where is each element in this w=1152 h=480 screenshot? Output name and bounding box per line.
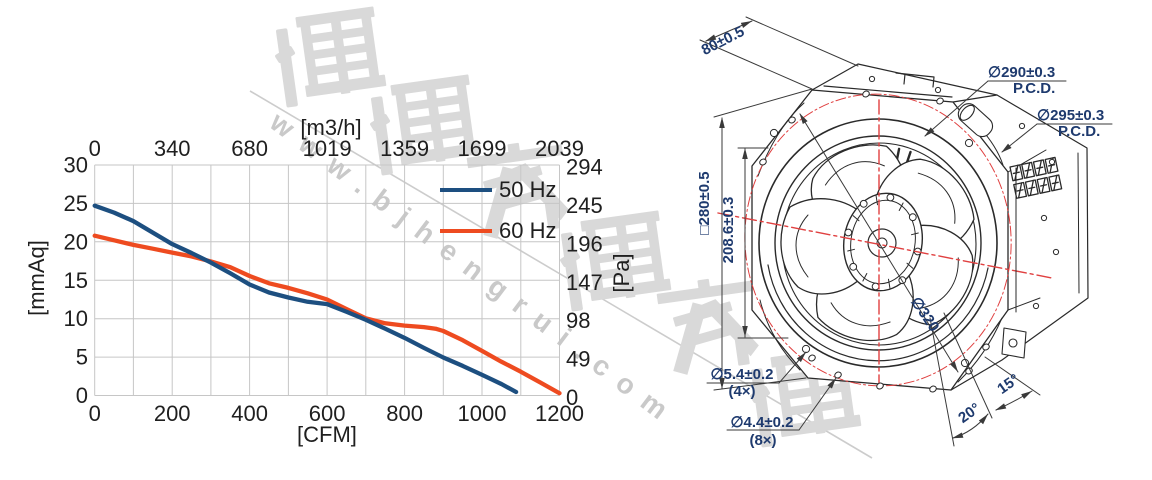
- svg-text:0: 0: [89, 401, 101, 426]
- svg-text:340: 340: [154, 136, 191, 161]
- svg-text:60 Hz: 60 Hz: [499, 218, 556, 243]
- svg-text:P.C.D.: P.C.D.: [1013, 80, 1055, 97]
- svg-text:400: 400: [231, 401, 268, 426]
- svg-text:[mmAq]: [mmAq]: [24, 240, 49, 316]
- svg-text:147: 147: [566, 270, 603, 295]
- svg-text:[Pa]: [Pa]: [609, 253, 634, 292]
- svg-text:1359: 1359: [380, 136, 429, 161]
- svg-text:1000: 1000: [458, 401, 507, 426]
- svg-text:(4×): (4×): [728, 383, 755, 400]
- svg-text:10: 10: [64, 306, 88, 331]
- svg-text:0: 0: [89, 136, 101, 161]
- svg-text:200: 200: [154, 401, 191, 426]
- svg-text:208.6±0.3: 208.6±0.3: [720, 197, 737, 264]
- svg-text:15: 15: [64, 268, 88, 293]
- svg-text:680: 680: [231, 136, 268, 161]
- svg-text:[m3/h]: [m3/h]: [300, 115, 361, 140]
- svg-text:□280±0.5: □280±0.5: [696, 171, 713, 234]
- svg-text:49: 49: [566, 347, 590, 372]
- svg-text:30: 30: [64, 153, 88, 178]
- svg-text:0: 0: [76, 383, 88, 408]
- svg-text:294: 294: [566, 155, 603, 180]
- svg-text:[CFM]: [CFM]: [297, 422, 357, 447]
- svg-text:245: 245: [566, 193, 603, 218]
- svg-text:2039: 2039: [535, 136, 584, 161]
- svg-text:196: 196: [566, 231, 603, 256]
- svg-text:P.C.D.: P.C.D.: [1058, 123, 1100, 140]
- svg-text:25: 25: [64, 191, 88, 216]
- svg-text:1200: 1200: [535, 401, 584, 426]
- svg-text:∅295±0.3: ∅295±0.3: [1037, 107, 1104, 124]
- svg-text:50 Hz: 50 Hz: [499, 177, 556, 202]
- svg-text:1019: 1019: [303, 136, 352, 161]
- svg-text:∅4.4±0.2: ∅4.4±0.2: [730, 414, 793, 431]
- svg-text:0: 0: [566, 385, 578, 410]
- svg-text:1699: 1699: [458, 136, 507, 161]
- svg-text:98: 98: [566, 308, 590, 333]
- svg-text:∅290±0.3: ∅290±0.3: [988, 64, 1055, 81]
- svg-text:5: 5: [76, 345, 88, 370]
- svg-text:800: 800: [386, 401, 423, 426]
- svg-text:(8×): (8×): [749, 432, 776, 449]
- svg-text:600: 600: [309, 401, 346, 426]
- svg-text:∅5.4±0.2: ∅5.4±0.2: [710, 366, 773, 383]
- svg-text:20: 20: [64, 229, 88, 254]
